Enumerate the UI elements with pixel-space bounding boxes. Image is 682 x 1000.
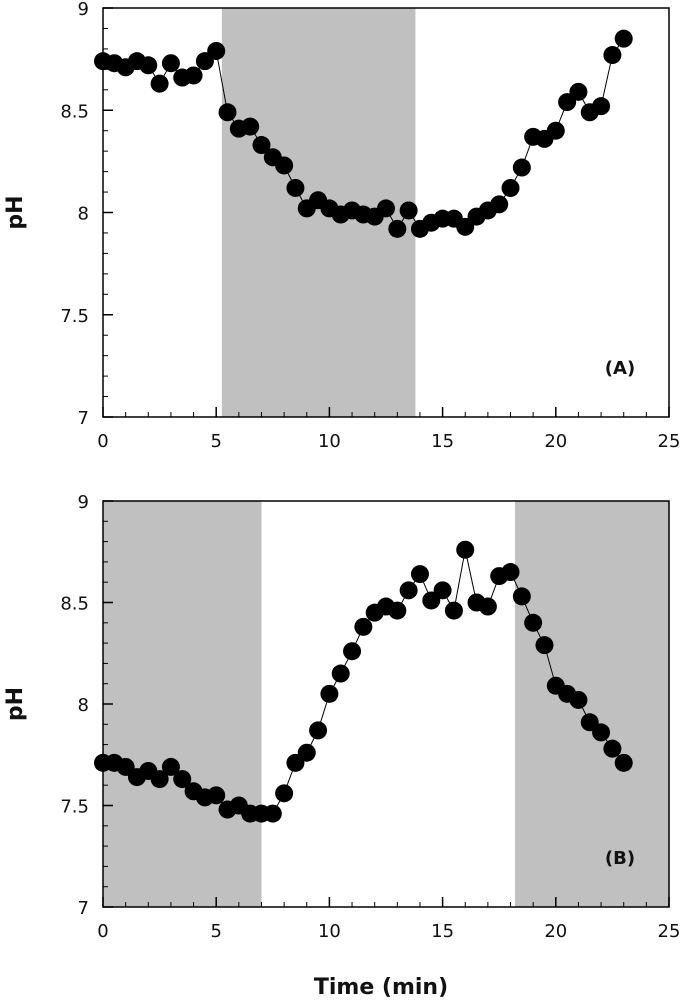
x-tick-labels: 0 5 10 15 20 25	[97, 431, 680, 452]
x-tick-label: 20	[544, 431, 567, 452]
data-point	[218, 103, 237, 122]
y-tick-label: 8	[78, 695, 89, 716]
data-point	[546, 121, 565, 140]
x-tick-label: 15	[431, 921, 454, 942]
data-point	[490, 195, 509, 214]
data-point	[207, 41, 226, 60]
data-point	[377, 199, 395, 218]
data-series	[94, 540, 633, 823]
data-point	[275, 156, 294, 175]
data-point	[603, 46, 622, 65]
data-series	[94, 29, 633, 238]
panel-label: (B)	[605, 848, 635, 869]
y-tick-label: 7.5	[60, 306, 89, 327]
panel-label: (A)	[605, 358, 635, 379]
data-point	[399, 581, 418, 600]
data-point	[592, 97, 611, 116]
data-point	[444, 601, 463, 620]
minor-ticks	[103, 27, 647, 417]
data-point	[512, 587, 531, 606]
y-axis-title: pH	[3, 687, 28, 721]
x-tick-label: 25	[658, 921, 681, 942]
data-point	[614, 753, 633, 772]
y-tick-labels: 7 7.5 8 8.5 9	[60, 492, 89, 919]
y-tick-label: 9	[78, 0, 89, 20]
y-tick-label: 8.5	[60, 594, 89, 615]
x-tick-label: 0	[97, 921, 108, 942]
y-tick-label: 8	[78, 204, 89, 225]
data-point	[410, 565, 429, 584]
x-tick-label: 15	[431, 431, 454, 452]
data-point	[320, 684, 339, 703]
data-point	[592, 723, 611, 742]
data-point	[297, 743, 316, 762]
data-point	[252, 136, 271, 155]
data-point	[433, 581, 452, 600]
data-point	[501, 178, 520, 197]
x-axis-title: Time (min)	[314, 975, 448, 1000]
data-point	[388, 601, 407, 620]
panel-b: 0 5 10 15 20 25 7 7.5 8 8.5 9 (B) pH Time (min)	[3, 492, 680, 1000]
data-point	[286, 178, 305, 197]
shaded-region	[103, 501, 262, 907]
data-point	[184, 66, 203, 85]
x-tick-label: 5	[210, 431, 221, 452]
data-point	[603, 739, 622, 758]
y-tick-label: 7	[78, 408, 89, 429]
data-point	[456, 540, 475, 559]
data-point	[161, 54, 180, 73]
y-tick-label: 8.5	[60, 101, 89, 122]
data-point	[354, 617, 373, 636]
y-tick-label: 7.5	[60, 797, 89, 818]
data-point	[331, 664, 350, 683]
x-tick-label: 20	[544, 921, 567, 942]
x-tick-label: 10	[318, 431, 341, 452]
shaded-regions	[103, 501, 669, 907]
x-tick-label: 25	[658, 431, 681, 452]
data-point	[399, 201, 418, 220]
minor-ticks	[103, 520, 647, 907]
panel-a: 0 5 10 15 20 25 7 7.5 8 8.5 9 (A) pH	[3, 0, 680, 452]
data-point	[241, 117, 260, 136]
data-point	[150, 770, 169, 789]
x-tick-labels: 0 5 10 15 20 25	[97, 921, 680, 942]
data-point	[207, 786, 226, 805]
plot-frame	[102, 500, 670, 908]
x-tick-label: 0	[97, 431, 108, 452]
data-point	[388, 219, 407, 238]
data-point	[161, 757, 180, 776]
data-point	[173, 770, 192, 789]
y-tick-label: 7	[78, 898, 89, 919]
data-point	[569, 82, 588, 101]
data-point	[343, 642, 362, 661]
x-tick-label: 10	[318, 921, 341, 942]
y-axis-title: pH	[3, 195, 28, 229]
y-tick-labels: 7 7.5 8 8.5 9	[60, 0, 89, 429]
x-tick-label: 5	[210, 921, 221, 942]
data-point	[275, 784, 294, 803]
data-point	[569, 690, 588, 709]
data-point	[524, 613, 543, 632]
data-point	[263, 804, 282, 823]
data-point	[614, 29, 633, 48]
data-point	[512, 158, 531, 177]
data-point	[501, 563, 520, 582]
data-point	[309, 721, 328, 740]
plot-frame	[102, 7, 670, 418]
shaded-region	[515, 501, 669, 907]
data-point	[150, 74, 169, 93]
data-point	[478, 597, 497, 616]
data-point	[535, 636, 554, 655]
y-tick-label: 9	[78, 492, 89, 513]
data-point	[139, 56, 158, 75]
